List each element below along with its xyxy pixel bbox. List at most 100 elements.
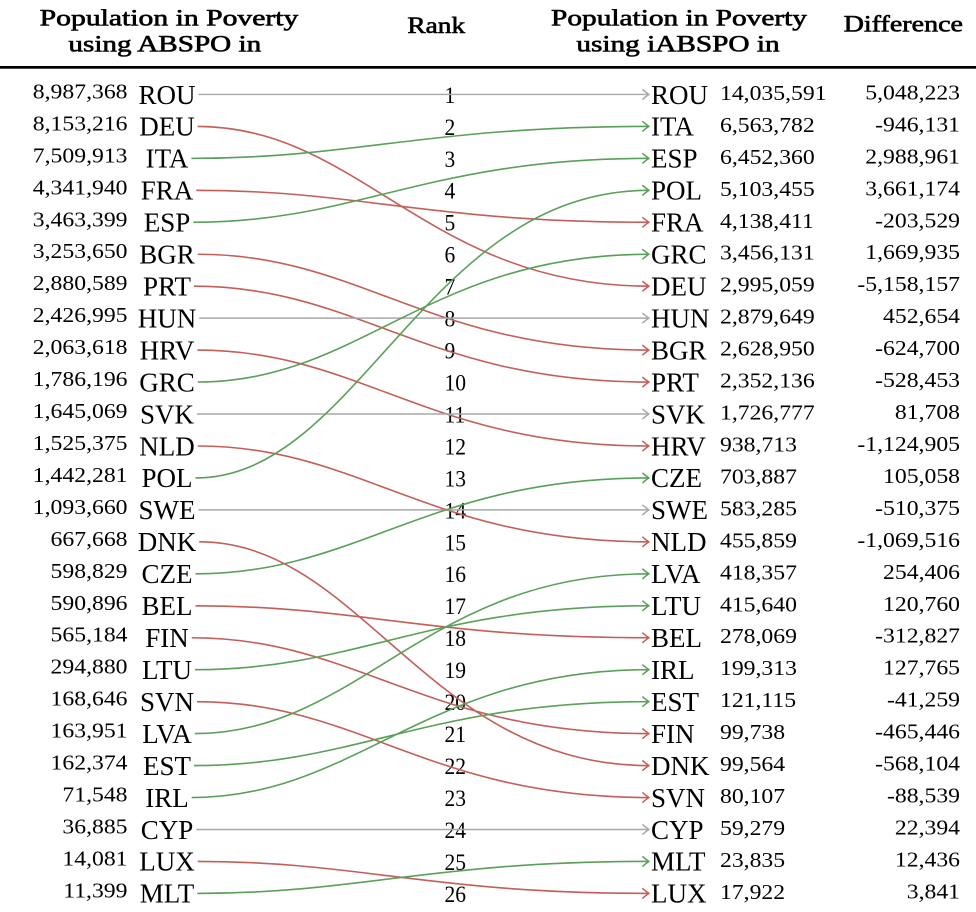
svg-text:168,646: 168,646 <box>51 687 128 710</box>
svg-text:ESP: ESP <box>144 208 191 238</box>
svg-text:11,399: 11,399 <box>63 879 127 902</box>
svg-text:5: 5 <box>445 210 456 236</box>
svg-text:2,628,950: 2,628,950 <box>720 337 815 360</box>
svg-text:2,995,059: 2,995,059 <box>720 273 815 296</box>
svg-text:-568,104: -568,104 <box>875 752 960 775</box>
svg-text:EST: EST <box>143 751 192 781</box>
svg-text:5,048,223: 5,048,223 <box>865 81 960 104</box>
svg-text:DNK: DNK <box>138 527 197 557</box>
svg-text:452,654: 452,654 <box>883 305 960 328</box>
svg-text:6,452,360: 6,452,360 <box>720 145 815 168</box>
svg-text:278,069: 278,069 <box>720 625 797 648</box>
svg-text:SVK: SVK <box>651 399 706 429</box>
svg-text:-1,124,905: -1,124,905 <box>857 432 960 455</box>
svg-text:13: 13 <box>445 466 467 492</box>
svg-text:IRL: IRL <box>651 655 695 685</box>
svg-text:GRC: GRC <box>139 367 195 397</box>
svg-text:ITA: ITA <box>146 144 189 174</box>
svg-text:LVA: LVA <box>142 719 192 749</box>
svg-text:ITA: ITA <box>651 112 694 142</box>
svg-text:23,835: 23,835 <box>720 848 785 871</box>
svg-text:ROU: ROU <box>138 80 195 110</box>
svg-text:4: 4 <box>445 178 456 204</box>
svg-text:12,436: 12,436 <box>895 848 960 871</box>
svg-text:POL: POL <box>651 176 702 206</box>
svg-text:-946,131: -946,131 <box>875 113 960 136</box>
svg-text:NLD: NLD <box>651 527 707 557</box>
svg-text:PRT: PRT <box>143 272 191 302</box>
svg-text:3,456,131: 3,456,131 <box>720 241 815 264</box>
svg-text:703,887: 703,887 <box>720 465 797 488</box>
svg-text:1,645,069: 1,645,069 <box>33 399 128 422</box>
svg-text:81,708: 81,708 <box>895 400 960 423</box>
svg-text:ESP: ESP <box>651 144 698 174</box>
svg-text:3,463,399: 3,463,399 <box>33 208 128 231</box>
svg-text:938,713: 938,713 <box>720 433 797 456</box>
svg-text:Population in Poverty: Population in Poverty <box>551 5 808 30</box>
svg-text:2: 2 <box>445 114 456 140</box>
svg-text:3: 3 <box>445 146 456 172</box>
svg-text:SVK: SVK <box>140 399 195 429</box>
svg-text:22: 22 <box>445 753 467 779</box>
svg-text:EST: EST <box>651 687 700 717</box>
svg-text:2,879,649: 2,879,649 <box>720 305 815 328</box>
svg-text:SVN: SVN <box>651 783 705 813</box>
svg-text:2,352,136: 2,352,136 <box>720 369 815 392</box>
svg-text:IRL: IRL <box>145 783 189 813</box>
svg-text:LVA: LVA <box>651 559 701 589</box>
svg-text:Rank: Rank <box>407 13 465 38</box>
svg-text:6,563,782: 6,563,782 <box>720 113 815 136</box>
svg-text:455,859: 455,859 <box>720 529 797 552</box>
svg-text:1,525,375: 1,525,375 <box>33 431 128 454</box>
svg-text:120,760: 120,760 <box>883 592 960 615</box>
svg-text:LTU: LTU <box>142 655 192 685</box>
svg-text:99,564: 99,564 <box>720 753 785 776</box>
svg-text:3,841: 3,841 <box>907 880 960 903</box>
svg-text:19: 19 <box>445 658 467 684</box>
svg-text:1,726,777: 1,726,777 <box>720 401 815 424</box>
svg-text:2,063,618: 2,063,618 <box>33 336 128 359</box>
svg-text:-312,827: -312,827 <box>875 624 960 647</box>
svg-text:18: 18 <box>445 626 467 652</box>
svg-text:DNK: DNK <box>651 751 710 781</box>
svg-text:36,885: 36,885 <box>62 815 127 838</box>
svg-text:FRA: FRA <box>651 208 704 238</box>
svg-text:NLD: NLD <box>139 431 195 461</box>
svg-text:1,093,660: 1,093,660 <box>33 495 128 518</box>
svg-text:-528,453: -528,453 <box>875 369 960 392</box>
svg-text:6: 6 <box>445 242 456 268</box>
svg-text:LUX: LUX <box>139 847 195 877</box>
svg-text:Population in Poverty: Population in Poverty <box>40 5 299 31</box>
svg-text:POL: POL <box>141 463 192 493</box>
svg-text:2,880,589: 2,880,589 <box>33 272 128 295</box>
svg-text:163,951: 163,951 <box>51 719 128 742</box>
svg-text:8,987,368: 8,987,368 <box>33 80 128 103</box>
svg-text:10: 10 <box>445 370 467 396</box>
svg-text:5,103,455: 5,103,455 <box>720 177 815 200</box>
svg-text:667,668: 667,668 <box>51 527 128 550</box>
svg-text:-5,158,157: -5,158,157 <box>857 273 960 296</box>
svg-text:22,394: 22,394 <box>895 816 960 839</box>
svg-text:BEL: BEL <box>651 623 702 653</box>
svg-text:4,138,411: 4,138,411 <box>720 209 814 232</box>
svg-text:using iABSPO in: using iABSPO in <box>576 31 779 56</box>
svg-text:DEU: DEU <box>139 112 195 142</box>
svg-text:1,786,196: 1,786,196 <box>33 368 128 391</box>
svg-text:-465,446: -465,446 <box>875 720 960 743</box>
svg-text:SWE: SWE <box>651 495 708 525</box>
svg-text:HUN: HUN <box>651 304 710 334</box>
svg-text:21: 21 <box>445 721 467 747</box>
svg-text:7: 7 <box>445 274 456 300</box>
svg-text:PRT: PRT <box>651 367 699 397</box>
svg-text:FRA: FRA <box>141 176 194 206</box>
svg-text:199,313: 199,313 <box>720 657 797 680</box>
svg-text:3,253,650: 3,253,650 <box>33 240 128 263</box>
svg-text:HRV: HRV <box>651 431 706 461</box>
svg-text:80,107: 80,107 <box>720 784 785 807</box>
svg-text:2,988,961: 2,988,961 <box>865 145 960 168</box>
svg-text:LUX: LUX <box>651 879 707 909</box>
svg-text:8,153,216: 8,153,216 <box>33 112 128 135</box>
svg-text:MLT: MLT <box>651 847 706 877</box>
svg-text:59,279: 59,279 <box>720 816 785 839</box>
svg-text:using ABSPO in: using ABSPO in <box>68 31 261 56</box>
